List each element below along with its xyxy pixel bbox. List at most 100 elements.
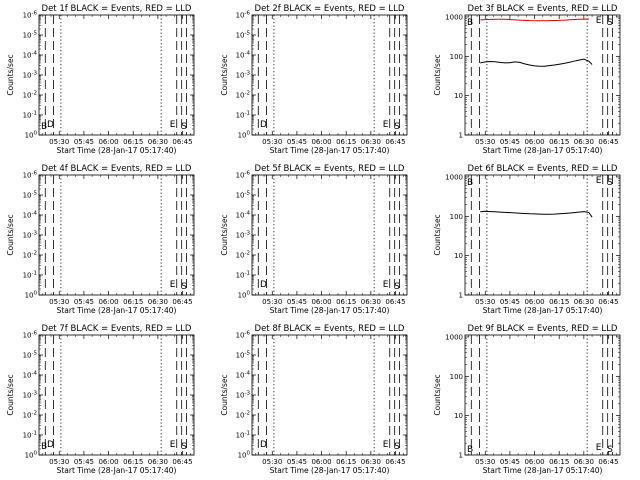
marker-start: S: [181, 282, 187, 292]
x-tick-label: 06:15: [336, 138, 356, 146]
y-axis-label: Counts/sec: [6, 214, 15, 255]
detector-panel-9: Det 9f BLACK = Events, RED = LLD 1 10 100 10…: [433, 324, 621, 475]
x-tick-label: 06:45: [598, 138, 618, 146]
y-tick-label: 10-1: [236, 271, 250, 280]
x-tick-label: 06:30: [574, 458, 594, 466]
x-tick-label: 05:45: [74, 298, 94, 306]
x-tick-label: 06:30: [361, 298, 381, 306]
y-tick-label: 10-5: [236, 351, 251, 360]
marker-end: E: [596, 443, 602, 453]
x-tick-label: 06:00: [311, 298, 331, 306]
y-tick-label: 10-6: [23, 331, 38, 340]
marker-start: S: [181, 442, 187, 452]
y-axis-label: Counts/sec: [220, 54, 229, 95]
x-tick-label: 06:00: [524, 138, 544, 146]
x-tick-label: 06:45: [385, 138, 405, 146]
x-tick-label: 05:30: [262, 138, 282, 146]
x-axis-label: Start Time (28-Jan-17 05:17:40): [483, 466, 603, 475]
x-tick-label: 06:00: [98, 298, 118, 306]
y-tick-label: 10-6: [236, 171, 251, 180]
panel-title: Det 4f BLACK = Events, RED = LLD: [42, 164, 192, 174]
x-tick-label: 05:30: [49, 298, 69, 306]
marker-end: E: [596, 176, 602, 186]
marker-begin: B: [467, 18, 473, 28]
y-tick-label: 1: [459, 292, 463, 300]
x-tick-label: 06:00: [311, 138, 331, 146]
y-tick-label: 10-6: [236, 331, 251, 340]
y-tick-label: 100: [238, 451, 251, 460]
x-tick-label: 05:45: [287, 298, 307, 306]
marker-start: S: [394, 122, 400, 132]
marker-end: E: [170, 120, 176, 130]
marker-start: S: [394, 282, 400, 292]
x-axis-label: Start Time (28-Jan-17 05:17:40): [483, 146, 603, 155]
y-tick-label: 10-3: [236, 231, 251, 240]
y-axis-label: Counts/sec: [6, 54, 15, 95]
x-tick-label: 06:45: [172, 138, 192, 146]
y-tick-label: 10-5: [236, 31, 251, 40]
x-tick-label: 06:15: [549, 138, 569, 146]
panel-title: Det 3f BLACK = Events, RED = LLD: [468, 4, 618, 14]
panel-title: Det 1f BLACK = Events, RED = LLD: [42, 4, 192, 14]
x-tick-label: 05:45: [74, 458, 94, 466]
y-tick-label: 1: [459, 132, 463, 140]
marker-start: S: [607, 178, 613, 188]
marker-start: S: [607, 18, 613, 28]
marker-begin: B: [467, 178, 473, 188]
x-axis-label: Start Time (28-Jan-17 05:17:40): [270, 466, 390, 475]
x-tick-label: 06:30: [361, 138, 381, 146]
x-tick-label: 05:30: [475, 458, 495, 466]
y-tick-label: 10: [454, 92, 463, 100]
plot-frame: [464, 14, 621, 136]
y-tick-label: 10-4: [23, 371, 38, 380]
panel-title: Det 6f BLACK = Events, RED = LLD: [468, 164, 618, 174]
y-tick-label: 10-1: [23, 111, 37, 120]
marker-dropout: D: [47, 120, 54, 130]
plot-frame: [251, 174, 408, 296]
y-tick-label: 100: [238, 291, 251, 300]
panel-title: Det 2f BLACK = Events, RED = LLD: [255, 4, 405, 14]
plot-frame: [251, 334, 408, 456]
x-tick-label: 06:15: [336, 458, 356, 466]
x-tick-label: 05:30: [262, 458, 282, 466]
panel-title: Det 9f BLACK = Events, RED = LLD: [468, 324, 618, 334]
y-tick-label: 10-1: [236, 111, 250, 120]
y-tick-label: 10-3: [23, 231, 38, 240]
y-tick-label: 10-1: [23, 271, 37, 280]
detector-panel-5: Det 5f BLACK = Events, RED = LLD 100 10-1 1…: [220, 164, 408, 315]
x-tick-label: 06:15: [123, 458, 143, 466]
detector-panel-4: Det 4f BLACK = Events, RED = LLD 100 10-1 1…: [6, 164, 195, 315]
x-tick-label: 05:45: [500, 298, 520, 306]
y-axis-label: Counts/sec: [6, 374, 15, 415]
x-tick-label: 05:30: [49, 138, 69, 146]
y-axis-label: Counts/sec: [433, 214, 442, 255]
marker-end: E: [170, 280, 176, 290]
y-tick-label: 1: [459, 452, 463, 460]
x-tick-label: 06:00: [98, 138, 118, 146]
y-tick-label: 10-1: [23, 431, 37, 440]
x-tick-label: 06:30: [148, 138, 168, 146]
y-tick-label: 100: [25, 451, 38, 460]
y-axis-label: Counts/sec: [220, 214, 229, 255]
x-tick-label: 05:30: [475, 298, 495, 306]
x-axis-label: Start Time (28-Jan-17 05:17:40): [270, 146, 390, 155]
x-tick-label: 06:45: [385, 298, 405, 306]
x-tick-label: 05:45: [287, 138, 307, 146]
y-tick-label: 1000: [445, 13, 463, 21]
y-tick-label: 10-3: [236, 391, 251, 400]
x-tick-label: 06:00: [524, 298, 544, 306]
marker-begin: B: [467, 445, 473, 455]
x-tick-label: 06:30: [148, 298, 168, 306]
x-tick-label: 06:15: [549, 458, 569, 466]
plot-frame: [38, 174, 195, 296]
y-tick-label: 10-2: [23, 411, 37, 420]
y-tick-label: 10-1: [236, 431, 250, 440]
detector-panel-1: Det 1f BLACK = Events, RED = LLD 100 10-1 1…: [6, 4, 195, 155]
x-tick-label: 05:30: [262, 298, 282, 306]
panel-title: Det 8f BLACK = Events, RED = LLD: [255, 324, 405, 334]
y-tick-label: 10-2: [23, 91, 37, 100]
marker-dropout: D: [260, 280, 267, 290]
x-tick-label: 05:45: [287, 458, 307, 466]
x-tick-label: 06:30: [148, 458, 168, 466]
